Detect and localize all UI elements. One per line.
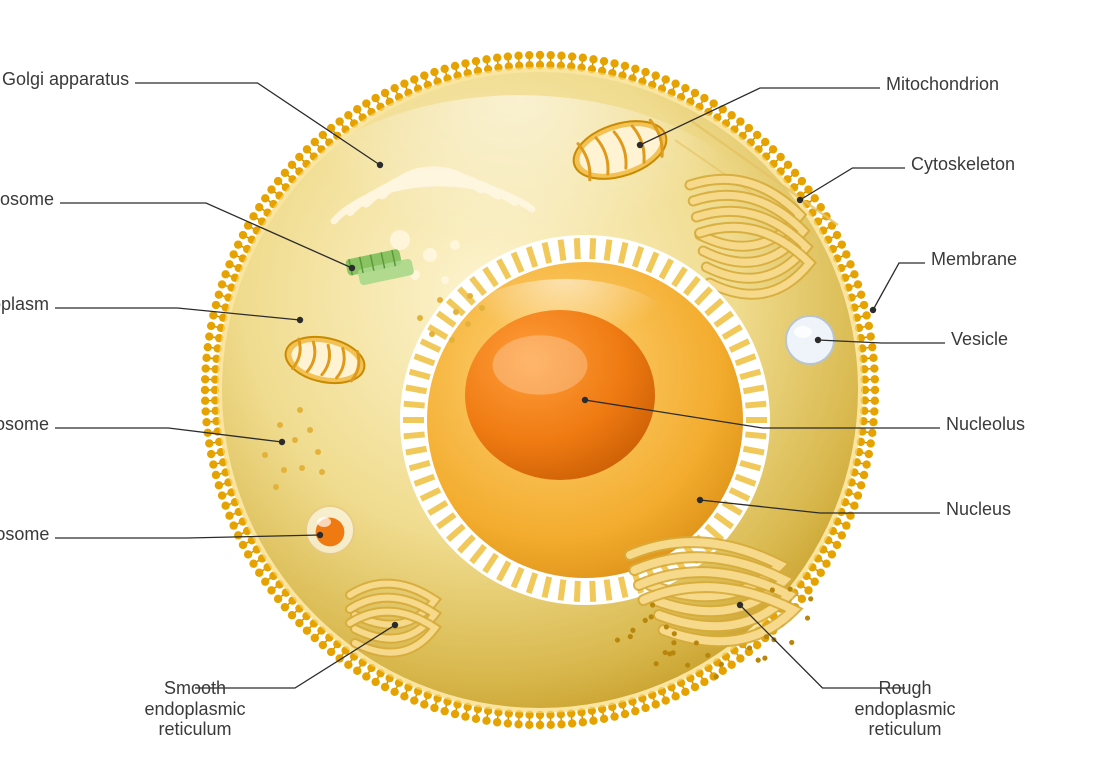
- nucleolus: [465, 310, 655, 480]
- cell-svg: [0, 0, 1100, 764]
- lysosome: [306, 506, 354, 554]
- cell-diagram: Golgi apparatusCentrosomeCytoplasmRiboso…: [0, 0, 1100, 764]
